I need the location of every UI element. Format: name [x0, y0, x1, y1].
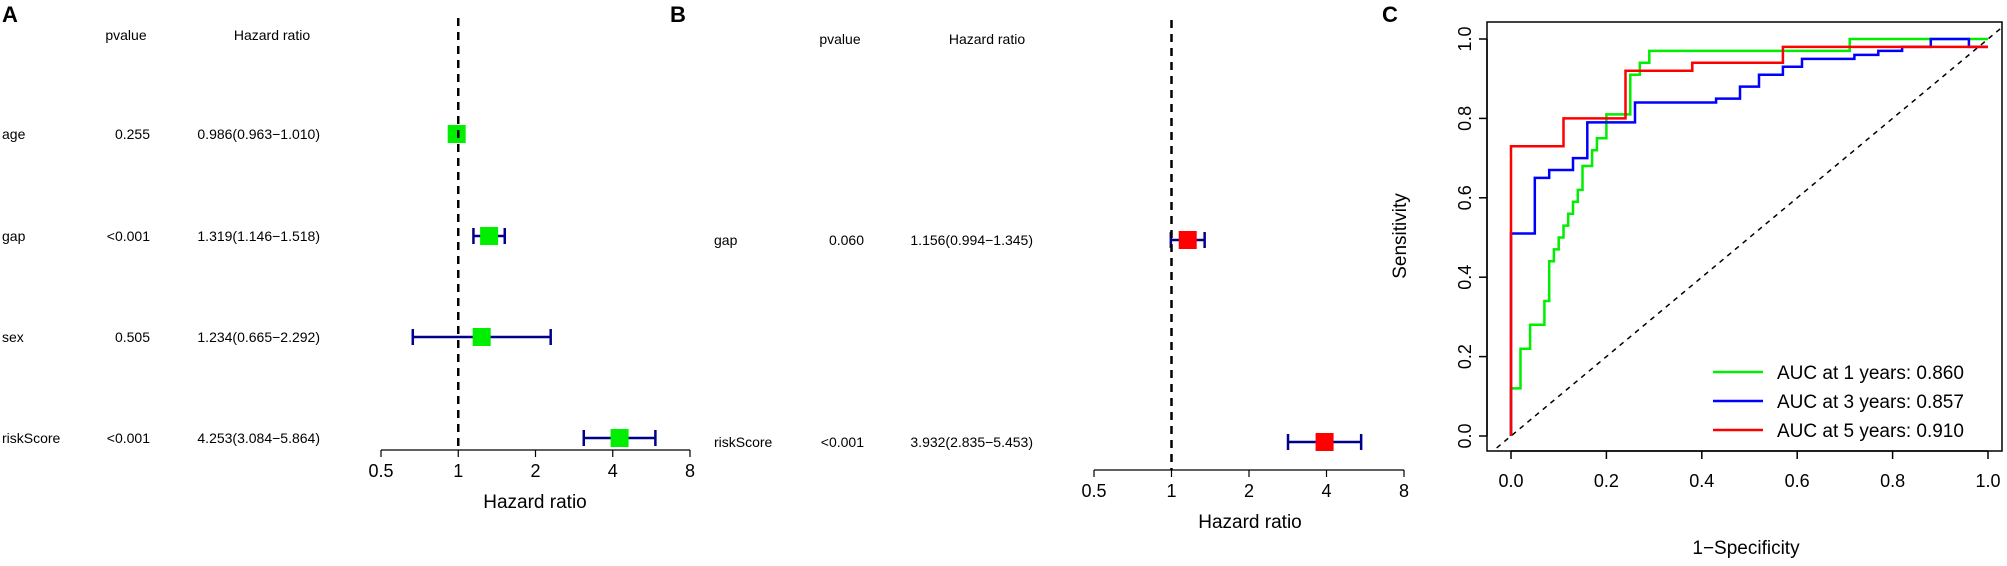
legend-label-3: AUC at 5 years: 0.910: [1777, 421, 1964, 442]
y-tick-label: 0.2: [1455, 344, 1475, 369]
x-tick-label: 0.6: [1785, 471, 1810, 491]
forest-rows-a: age 0.255 0.986(0.963−1.010) gap <0.001 1.319…: [2, 125, 657, 447]
y-tick-label: 0.6: [1455, 185, 1475, 210]
row-pvalue: 0.505: [115, 329, 150, 345]
y-tick-label: 0.0: [1455, 423, 1475, 448]
hr-header: Hazard ratio: [949, 31, 1025, 47]
row-hr-text: 4.253(3.084−5.864): [197, 430, 320, 446]
legend-label-1: AUC at 1 years: 0.860: [1777, 363, 1964, 384]
row-hr-text: 0.986(0.963−1.010): [197, 126, 320, 142]
row-name: age: [2, 126, 26, 142]
panel-label-a: A: [2, 2, 18, 27]
x-tick-label: 4: [608, 461, 618, 481]
row-hr-text: 3.932(2.835−5.453): [910, 434, 1033, 450]
roc-curve-1: [1509, 37, 1988, 436]
row-pvalue: <0.001: [821, 434, 864, 450]
x-tick-label: 0.0: [1498, 471, 1523, 491]
row-pvalue: <0.001: [107, 228, 150, 244]
x-tick-label: 2: [530, 461, 540, 481]
row-hr-text: 1.234(0.665−2.292): [197, 329, 320, 345]
row-pvalue: 0.255: [115, 126, 150, 142]
x-axis-label-b: Hazard ratio: [1198, 512, 1302, 533]
hr-marker: [480, 227, 499, 245]
y-tick-label: 0.4: [1455, 265, 1475, 290]
row-pvalue: 0.060: [829, 232, 864, 248]
x-tick-label: 0.4: [1689, 471, 1714, 491]
hr-marker: [1178, 231, 1197, 249]
panel-a: A pvalue Hazard ratio age 0.255 0.986(0.96…: [2, 2, 695, 513]
roc-curve-2: [1509, 37, 1988, 436]
hr-marker: [447, 125, 466, 143]
x-axis-c: 0.0 0.2 0.4 0.6 0.8 1.0: [1498, 450, 2001, 491]
y-tick-label: 1.0: [1455, 26, 1475, 51]
y-axis-c: 0.0 0.2 0.4 0.6 0.8 1.0: [1455, 26, 1488, 449]
pvalue-header: pvalue: [819, 31, 860, 47]
hr-marker: [610, 429, 629, 447]
hr-marker: [472, 328, 491, 346]
x-axis-b: 0.5 1 2 4 8: [1081, 469, 1409, 501]
row-pvalue: <0.001: [107, 430, 150, 446]
x-tick-label: 2: [1244, 481, 1254, 501]
x-tick-label: 8: [1399, 481, 1409, 501]
row-name: riskScore: [2, 430, 61, 446]
pvalue-header: pvalue: [105, 27, 146, 43]
panel-label-b: B: [670, 2, 686, 27]
x-tick-label: 1.0: [1975, 471, 2000, 491]
panel-c: C 0.0 0.2 0.4 0.6 0.8 1.0 0.00.20.40.60.81.0 …: [1382, 2, 2003, 559]
hr-header: Hazard ratio: [234, 27, 310, 43]
y-axis-label-c: Sensitivity: [1390, 193, 1411, 279]
panel-b: B pvalue Hazard ratio gap 0.060 1.156(0.99…: [670, 2, 1409, 533]
x-axis-label-a: Hazard ratio: [483, 492, 587, 513]
legend: AUC at 1 years: 0.860 AUC at 3 years: 0.8…: [1703, 352, 2000, 450]
x-tick-label: 0.2: [1594, 471, 1619, 491]
x-tick-label: 8: [685, 461, 695, 481]
x-tick-label: 0.8: [1880, 471, 1905, 491]
row-name: riskScore: [714, 434, 773, 450]
x-tick-label: 0.5: [1081, 481, 1106, 501]
x-tick-label: 1: [453, 461, 463, 481]
legend-label-2: AUC at 3 years: 0.857: [1777, 392, 1964, 413]
row-hr-text: 1.156(0.994−1.345): [910, 232, 1033, 248]
forest-rows-b: gap 0.060 1.156(0.994−1.345) riskScore <0.00…: [714, 231, 1363, 451]
y-tick-label: 0.8: [1455, 106, 1475, 131]
x-tick-label: 1: [1166, 481, 1176, 501]
roc-curve-3: [1509, 45, 1988, 436]
hr-marker: [1315, 433, 1334, 451]
x-tick-label: 0.5: [368, 461, 393, 481]
roc-curves: [1509, 37, 1988, 436]
x-axis-a: 0.5 1 2 4 8: [368, 449, 695, 481]
row-hr-text: 1.319(1.146−1.518): [197, 228, 320, 244]
x-tick-label: 4: [1321, 481, 1331, 501]
panel-label-c: C: [1382, 2, 1398, 27]
x-axis-label-c: 1−Specificity: [1692, 538, 1800, 559]
row-name: sex: [2, 329, 24, 345]
row-name: gap: [2, 228, 26, 244]
row-name: gap: [714, 232, 738, 248]
